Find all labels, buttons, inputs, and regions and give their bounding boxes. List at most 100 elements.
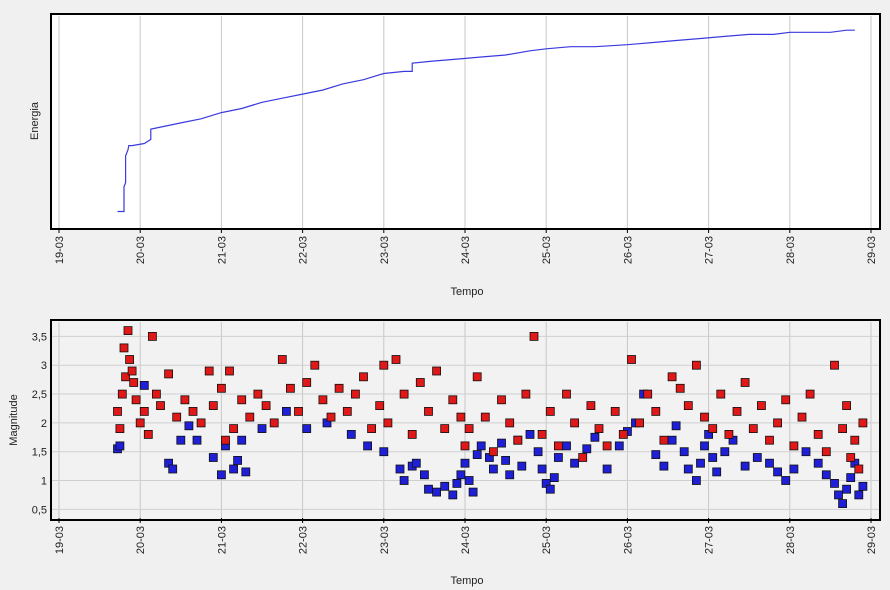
magnitude-point-red (805, 389, 815, 399)
magnitude-point-red (123, 326, 133, 336)
magnitude-point-blue (468, 487, 478, 497)
magnitude-point-blue (233, 455, 243, 465)
magnitude-point-blue (501, 455, 511, 465)
magnitude-point-red (117, 389, 127, 399)
magnitude-point-red (367, 424, 377, 434)
magnitude-point-red (113, 406, 122, 416)
magnitude-point-blue (842, 484, 851, 494)
magnitude-point-red (115, 424, 125, 434)
magnitude-point-red (424, 406, 433, 416)
magnitude-point-blue (448, 490, 458, 500)
magnitude-point-red (773, 418, 782, 428)
magnitude-point-blue (302, 424, 312, 434)
magnitude-y-axis-label: Magnitude (8, 394, 20, 445)
magnitude-point-blue (740, 461, 750, 471)
energy-x-tick-label: 29-03 (866, 236, 878, 264)
magnitude-y-tick-label: 3 (41, 360, 47, 372)
magnitude-point-red (854, 464, 864, 474)
magnitude-point-blue (456, 470, 466, 480)
magnitude-point-red (659, 435, 669, 445)
magnitude-y-tick-label: 3,5 (32, 331, 47, 343)
magnitude-point-blue (411, 458, 421, 468)
magnitude-point-red (537, 429, 547, 439)
magnitude-point-red (119, 343, 129, 353)
magnitude-point-red (683, 401, 693, 411)
magnitude-x-tick-label: 24-03 (460, 526, 472, 554)
magnitude-point-red (513, 435, 523, 445)
magnitude-point-red (379, 360, 389, 370)
magnitude-point-red (221, 435, 230, 445)
magnitude-point-red (700, 412, 709, 422)
magnitude-point-red (415, 378, 425, 387)
magnitude-point-red (440, 424, 450, 434)
energy-y-axis-label: Energia (29, 101, 41, 140)
magnitude-point-red (643, 389, 653, 399)
magnitude-point-blue (667, 435, 677, 445)
magnitude-point-red (121, 372, 130, 382)
magnitude-x-tick-label: 26-03 (622, 526, 634, 554)
magnitude-point-blue (399, 476, 409, 485)
magnitude-point-blue (773, 467, 782, 477)
energy-series-line (117, 29, 855, 213)
magnitude-point-blue (216, 470, 226, 480)
magnitude-point-blue (549, 473, 559, 483)
magnitude-point-blue (476, 441, 486, 451)
magnitude-point-red (858, 418, 868, 428)
magnitude-point-red (716, 389, 726, 399)
magnitude-point-blue (752, 453, 762, 462)
magnitude-chart: 0,5 1 1,5 2 2,5 3 3,5 19-03 20-03 21-03 22-03 23-0… (8, 319, 881, 587)
magnitude-point-red (842, 401, 851, 411)
magnitude-point-red (129, 378, 139, 387)
energy-gridlines (58, 16, 872, 228)
energy-x-tick-label: 22-03 (298, 236, 310, 264)
magnitude-point-red (143, 429, 153, 439)
magnitude-point-blue (237, 435, 247, 445)
magnitude-x-tick-label: 19-03 (54, 526, 66, 554)
magnitude-point-red (692, 360, 701, 370)
magnitude-point-red (245, 412, 255, 422)
magnitude-point-blue (570, 458, 579, 468)
magnitude-x-tick-label: 23-03 (379, 526, 391, 554)
magnitude-point-red (127, 366, 137, 376)
magnitude-point-blue (821, 470, 831, 480)
magnitude-point-blue (562, 441, 571, 451)
energy-x-tick-label: 27-03 (704, 236, 716, 264)
energy-x-tick-label: 20-03 (135, 236, 147, 264)
energy-x-ticks: 19-03 20-03 21-03 22-03 23-03 24-03 25-03 26-03… (54, 228, 878, 264)
magnitude-point-red (156, 401, 165, 411)
magnitude-point-red (326, 412, 336, 422)
magnitude-y-tick-label: 2 (41, 418, 47, 430)
magnitude-point-red (188, 406, 198, 416)
magnitude-point-blue (460, 458, 470, 468)
magnitude-point-blue (281, 406, 291, 416)
magnitude-point-blue (700, 441, 709, 451)
magnitude-point-red (225, 366, 234, 376)
magnitude-point-red (813, 429, 823, 439)
magnitude-point-blue (257, 424, 267, 434)
energy-x-tick-label: 25-03 (541, 236, 553, 264)
magnitude-point-red (586, 401, 596, 411)
magnitude-y-tick-label: 1 (41, 476, 47, 488)
magnitude-point-red (383, 418, 393, 428)
magnitude-point-red (765, 435, 774, 445)
energy-x-axis-label: Tempo (450, 286, 483, 298)
magnitude-point-red (675, 383, 685, 393)
magnitude-point-red (724, 429, 734, 439)
magnitude-x-tick-label: 29-03 (866, 526, 878, 554)
magnitude-point-red (460, 441, 470, 451)
magnitude-point-blue (419, 470, 429, 480)
energy-x-tick-label: 21-03 (216, 236, 228, 264)
magnitude-point-red (781, 395, 791, 405)
magnitude-point-blue (679, 447, 689, 457)
magnitude-point-blue (241, 467, 251, 477)
magnitude-point-red (732, 406, 742, 416)
magnitude-point-blue (854, 490, 864, 500)
magnitude-point-red (261, 401, 271, 411)
magnitude-point-blue (671, 421, 681, 431)
magnitude-point-red (375, 401, 385, 411)
magnitude-point-blue (846, 473, 856, 483)
magnitude-point-blue (525, 429, 535, 439)
magnitude-point-red (334, 383, 344, 393)
magnitude-point-blue (497, 438, 506, 448)
magnitude-point-red (797, 412, 807, 422)
